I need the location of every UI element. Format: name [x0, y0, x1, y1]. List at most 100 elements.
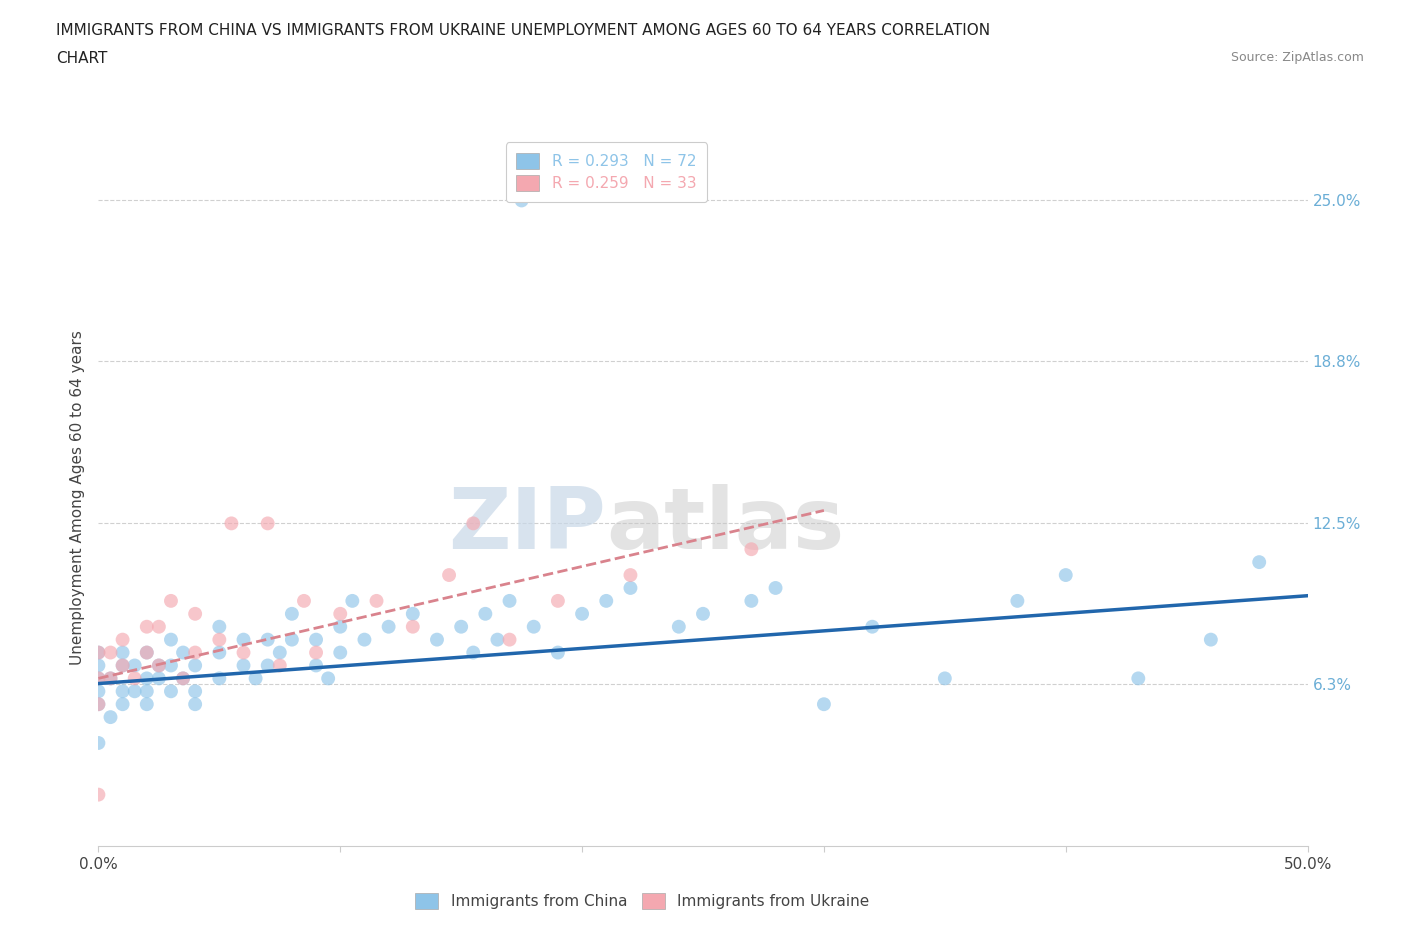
Point: [245, 671, 267, 685]
Point: [523, 619, 546, 634]
Point: [111, 697, 134, 711]
Point: [1249, 554, 1271, 569]
Point: [692, 606, 714, 621]
Point: [813, 697, 835, 711]
Point: [450, 619, 472, 634]
Point: [281, 632, 304, 647]
Point: [160, 684, 183, 698]
Point: [87, 645, 110, 660]
Point: [184, 684, 207, 698]
Point: [571, 606, 593, 621]
Point: [100, 710, 122, 724]
Point: [232, 645, 254, 660]
Point: [486, 632, 509, 647]
Legend: Immigrants from China, Immigrants from Ukraine: Immigrants from China, Immigrants from U…: [409, 887, 876, 915]
Point: [1054, 567, 1077, 582]
Point: [232, 658, 254, 673]
Point: [305, 645, 328, 660]
Point: [1128, 671, 1150, 685]
Point: [111, 658, 134, 673]
Text: CHART: CHART: [56, 51, 108, 66]
Point: [135, 684, 157, 698]
Point: [135, 697, 157, 711]
Point: [329, 645, 352, 660]
Point: [595, 593, 617, 608]
Point: [269, 645, 291, 660]
Point: [124, 671, 146, 685]
Point: [498, 632, 520, 647]
Point: [148, 658, 170, 673]
Point: [172, 671, 194, 685]
Point: [87, 671, 110, 685]
Point: [305, 658, 328, 673]
Point: [87, 645, 110, 660]
Point: [208, 619, 231, 634]
Point: [100, 671, 122, 685]
Point: [221, 516, 243, 531]
Point: [135, 619, 157, 634]
Point: [1199, 632, 1222, 647]
Point: [135, 645, 157, 660]
Point: [160, 593, 183, 608]
Point: [377, 619, 399, 634]
Point: [765, 580, 787, 595]
Point: [860, 619, 883, 634]
Point: [342, 593, 364, 608]
Point: [305, 632, 328, 647]
Point: [87, 736, 110, 751]
Point: [87, 658, 110, 673]
Point: [208, 632, 231, 647]
Point: [510, 193, 533, 208]
Point: [184, 645, 207, 660]
Point: [269, 658, 291, 673]
Point: [111, 658, 134, 673]
Point: [668, 619, 690, 634]
Point: [316, 671, 339, 685]
Point: [463, 516, 485, 531]
Point: [292, 593, 315, 608]
Point: [437, 567, 460, 582]
Point: [256, 632, 278, 647]
Point: [160, 632, 183, 647]
Point: [426, 632, 449, 647]
Point: [402, 619, 425, 634]
Point: [934, 671, 956, 685]
Point: [100, 645, 122, 660]
Text: Source: ZipAtlas.com: Source: ZipAtlas.com: [1230, 51, 1364, 64]
Point: [463, 645, 485, 660]
Point: [148, 658, 170, 673]
Point: [135, 645, 157, 660]
Point: [547, 645, 569, 660]
Point: [124, 684, 146, 698]
Point: [172, 645, 194, 660]
Point: [160, 658, 183, 673]
Point: [184, 606, 207, 621]
Point: [111, 632, 134, 647]
Point: [740, 542, 762, 557]
Point: [256, 516, 278, 531]
Point: [87, 671, 110, 685]
Point: [172, 671, 194, 685]
Point: [87, 684, 110, 698]
Point: [148, 619, 170, 634]
Point: [619, 567, 641, 582]
Y-axis label: Unemployment Among Ages 60 to 64 years: Unemployment Among Ages 60 to 64 years: [69, 330, 84, 665]
Text: IMMIGRANTS FROM CHINA VS IMMIGRANTS FROM UKRAINE UNEMPLOYMENT AMONG AGES 60 TO 6: IMMIGRANTS FROM CHINA VS IMMIGRANTS FROM…: [56, 23, 990, 38]
Text: atlas: atlas: [606, 484, 845, 567]
Point: [111, 645, 134, 660]
Point: [184, 658, 207, 673]
Point: [366, 593, 388, 608]
Point: [148, 671, 170, 685]
Point: [1007, 593, 1029, 608]
Point: [87, 697, 110, 711]
Point: [329, 619, 352, 634]
Point: [740, 593, 762, 608]
Point: [111, 684, 134, 698]
Point: [100, 671, 122, 685]
Text: ZIP: ZIP: [449, 484, 606, 567]
Point: [87, 697, 110, 711]
Point: [208, 671, 231, 685]
Point: [281, 606, 304, 621]
Point: [402, 606, 425, 621]
Point: [353, 632, 375, 647]
